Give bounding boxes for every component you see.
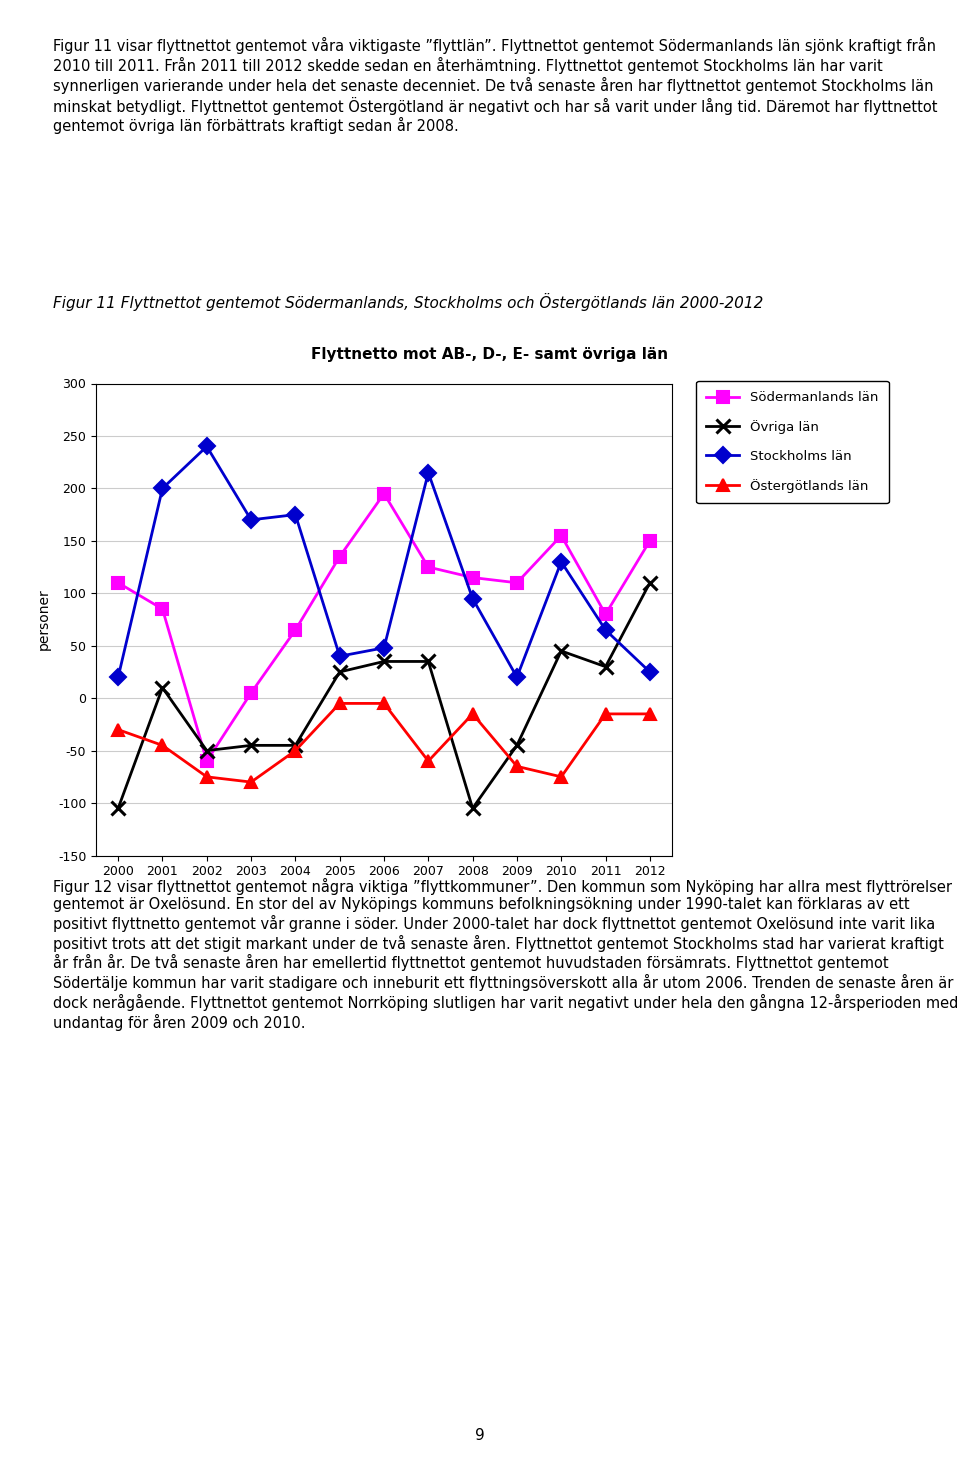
- Stockholms län: [511, 668, 522, 686]
- Södermanlands län: [378, 485, 390, 503]
- Text: Figur 11 Flyttnettot gentemot Södermanlands, Stockholms och Östergötlands län 20: Figur 11 Flyttnettot gentemot Södermanla…: [53, 294, 763, 311]
- Övriga län: [511, 736, 522, 754]
- Y-axis label: personer: personer: [36, 589, 51, 650]
- Södermanlands län: [467, 569, 478, 587]
- Övriga län: [246, 736, 257, 754]
- Övriga län: [467, 799, 478, 817]
- Östergötlands län: [467, 705, 478, 723]
- Stockholms län: [378, 639, 390, 656]
- Övriga län: [378, 652, 390, 670]
- Stockholms län: [644, 664, 656, 681]
- Stockholms län: [156, 479, 168, 497]
- Övriga län: [334, 664, 346, 681]
- Text: Flyttnetto mot AB-, D-, E- samt övriga län: Flyttnetto mot AB-, D-, E- samt övriga l…: [311, 347, 668, 361]
- Övriga län: [201, 742, 212, 760]
- Östergötlands län: [378, 695, 390, 712]
- Östergötlands län: [156, 736, 168, 754]
- Södermanlands län: [644, 532, 656, 550]
- Södermanlands län: [511, 574, 522, 591]
- Övriga län: [556, 642, 567, 659]
- Södermanlands län: [112, 574, 124, 591]
- Text: Figur 11 visar flyttnettot gentemot våra viktigaste ”flyttlän”. Flyttnettot gent: Figur 11 visar flyttnettot gentemot våra…: [53, 37, 937, 134]
- Södermanlands län: [334, 547, 346, 565]
- Stockholms län: [201, 438, 212, 456]
- Södermanlands län: [156, 600, 168, 618]
- Line: Södermanlands län: Södermanlands län: [112, 488, 656, 767]
- Stockholms län: [467, 590, 478, 608]
- Östergötlands län: [290, 742, 301, 760]
- Södermanlands län: [290, 621, 301, 639]
- Södermanlands län: [556, 527, 567, 544]
- Övriga län: [422, 652, 434, 670]
- Stockholms län: [600, 621, 612, 639]
- Östergötlands län: [556, 768, 567, 786]
- Line: Stockholms län: Stockholms län: [112, 441, 656, 683]
- Östergötlands län: [246, 773, 257, 791]
- Text: Figur 12 visar flyttnettot gentemot några viktiga ”flyttkommuner”. Den kommun so: Figur 12 visar flyttnettot gentemot någr…: [53, 878, 958, 1031]
- Övriga län: [644, 574, 656, 591]
- Line: Övriga län: Övriga län: [111, 575, 657, 816]
- Stockholms län: [246, 510, 257, 528]
- Stockholms län: [290, 506, 301, 524]
- Södermanlands län: [422, 558, 434, 575]
- Övriga län: [290, 736, 301, 754]
- Östergötlands län: [511, 758, 522, 776]
- Line: Östergötlands län: Östergötlands län: [112, 698, 656, 788]
- Södermanlands län: [246, 684, 257, 702]
- Östergötlands län: [112, 721, 124, 739]
- Östergötlands län: [334, 695, 346, 712]
- Östergötlands län: [644, 705, 656, 723]
- Södermanlands län: [600, 605, 612, 622]
- Övriga län: [112, 799, 124, 817]
- Östergötlands län: [201, 768, 212, 786]
- Legend: Södermanlands län, Övriga län, Stockholms län, Östergötlands län: Södermanlands län, Övriga län, Stockholm…: [696, 381, 889, 503]
- Östergötlands län: [422, 752, 434, 770]
- Stockholms län: [556, 553, 567, 571]
- Övriga län: [600, 658, 612, 676]
- Södermanlands län: [201, 752, 212, 770]
- Östergötlands län: [600, 705, 612, 723]
- Text: 9: 9: [475, 1428, 485, 1443]
- Stockholms län: [112, 668, 124, 686]
- Stockholms län: [422, 463, 434, 481]
- Stockholms län: [334, 648, 346, 665]
- Övriga län: [156, 678, 168, 696]
